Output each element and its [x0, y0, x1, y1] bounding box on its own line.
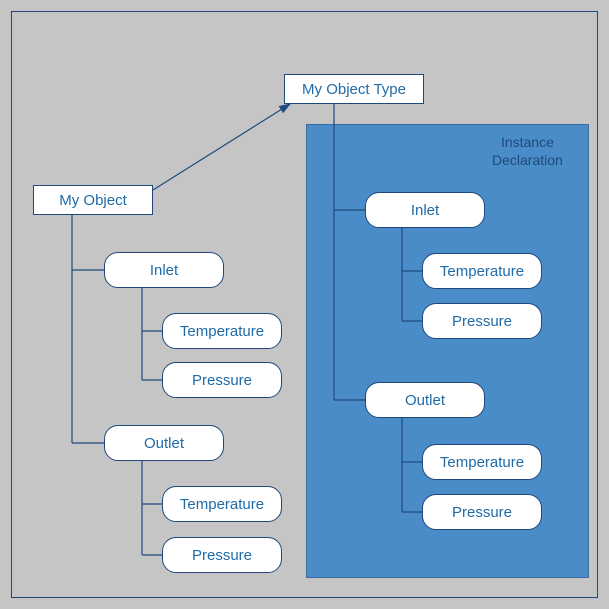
- node-my_object_type: My Object Type: [284, 74, 424, 104]
- edge-segment: [153, 104, 290, 190]
- node-temp_r2: Temperature: [422, 444, 542, 480]
- node-my_object: My Object: [33, 185, 153, 215]
- node-temp_l2: Temperature: [162, 486, 282, 522]
- node-temp_r1: Temperature: [422, 253, 542, 289]
- node-press_l2: Pressure: [162, 537, 282, 573]
- node-press_r2: Pressure: [422, 494, 542, 530]
- diagram-frame: { "type": "tree-diagram", "canvas": { "w…: [11, 11, 598, 598]
- node-outlet_r: Outlet: [365, 382, 485, 418]
- node-inlet_r: Inlet: [365, 192, 485, 228]
- node-press_l1: Pressure: [162, 362, 282, 398]
- node-outlet_l: Outlet: [104, 425, 224, 461]
- node-inlet_l: Inlet: [104, 252, 224, 288]
- node-temp_l1: Temperature: [162, 313, 282, 349]
- node-press_r1: Pressure: [422, 303, 542, 339]
